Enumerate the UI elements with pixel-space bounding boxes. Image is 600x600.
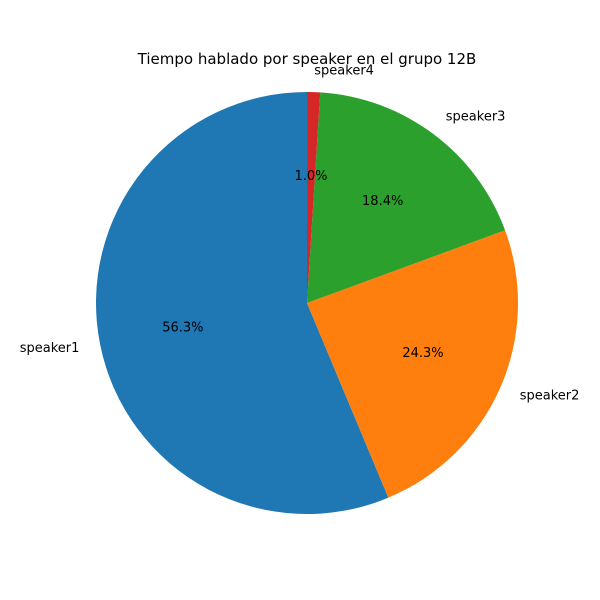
slice-label-speaker3: speaker3 (446, 109, 506, 124)
pie-slices (96, 92, 518, 514)
slice-percent-speaker4: 1.0% (294, 169, 327, 184)
pie-slice-speaker3 (307, 92, 506, 304)
slice-label-speaker4: speaker4 (314, 64, 374, 79)
slice-label-speaker1: speaker1 (20, 341, 80, 356)
chart-title: Tiempo hablado por speaker en el grupo 1… (137, 50, 477, 68)
slice-percent-speaker3: 18.4% (362, 194, 403, 209)
slice-label-speaker2: speaker2 (520, 388, 580, 403)
pie-labels: speaker1 56.3% speaker2 24.3% speaker3 18.4% s… (20, 64, 580, 404)
slice-percent-speaker1: 56.3% (162, 320, 203, 335)
slice-percent-speaker2: 24.3% (402, 346, 443, 361)
pie-slice-speaker2 (307, 230, 518, 498)
pie-slice-speaker4 (307, 92, 321, 303)
pie-slice-speaker1 (96, 92, 389, 514)
